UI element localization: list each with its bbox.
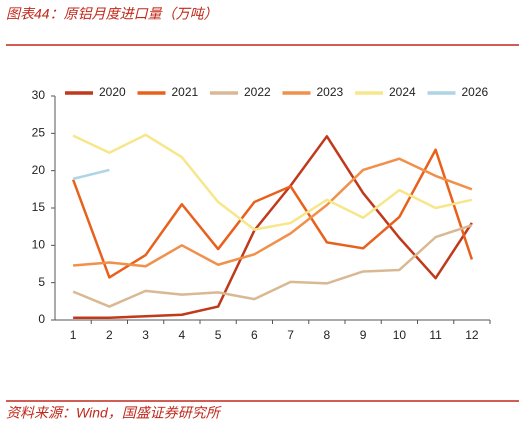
y-tick-label: 20 (32, 163, 46, 177)
x-tick-label: 10 (393, 328, 407, 342)
legend-label: 2023 (317, 85, 344, 99)
legend-label: 2024 (389, 85, 416, 99)
x-tick-label: 12 (465, 328, 479, 342)
x-tick-label: 5 (215, 328, 222, 342)
y-tick-label: 10 (32, 238, 46, 252)
x-tick-label: 1 (70, 328, 77, 342)
x-tick-label: 7 (287, 328, 294, 342)
series-line (71, 148, 474, 279)
chart-title: 图表44：原铝月度进口量（万吨） (6, 6, 218, 22)
x-tick-label: 6 (251, 328, 258, 342)
x-tick-label: 3 (142, 328, 149, 342)
y-tick-label: 0 (38, 312, 45, 326)
source: 资料来源：Wind，国盛证券研究所 (6, 405, 222, 421)
legend-label: 2021 (172, 85, 199, 99)
series-line (72, 168, 110, 181)
series-line (72, 223, 473, 308)
y-tick-label: 25 (32, 126, 46, 140)
x-tick-label: 2 (106, 328, 113, 342)
y-tick-label: 15 (32, 200, 46, 214)
legend-label: 2022 (244, 85, 271, 99)
legend-label: 2026 (462, 85, 489, 99)
x-tick-label: 8 (324, 328, 331, 342)
series-line (73, 135, 473, 320)
x-tick-label: 11 (429, 328, 442, 342)
series-line (72, 133, 473, 231)
y-tick-label: 5 (38, 275, 45, 289)
y-tick-label: 30 (32, 88, 46, 102)
x-tick-label: 9 (360, 328, 367, 342)
series-line (73, 157, 473, 268)
legend-label: 2020 (99, 85, 126, 99)
x-tick-label: 4 (179, 328, 186, 342)
